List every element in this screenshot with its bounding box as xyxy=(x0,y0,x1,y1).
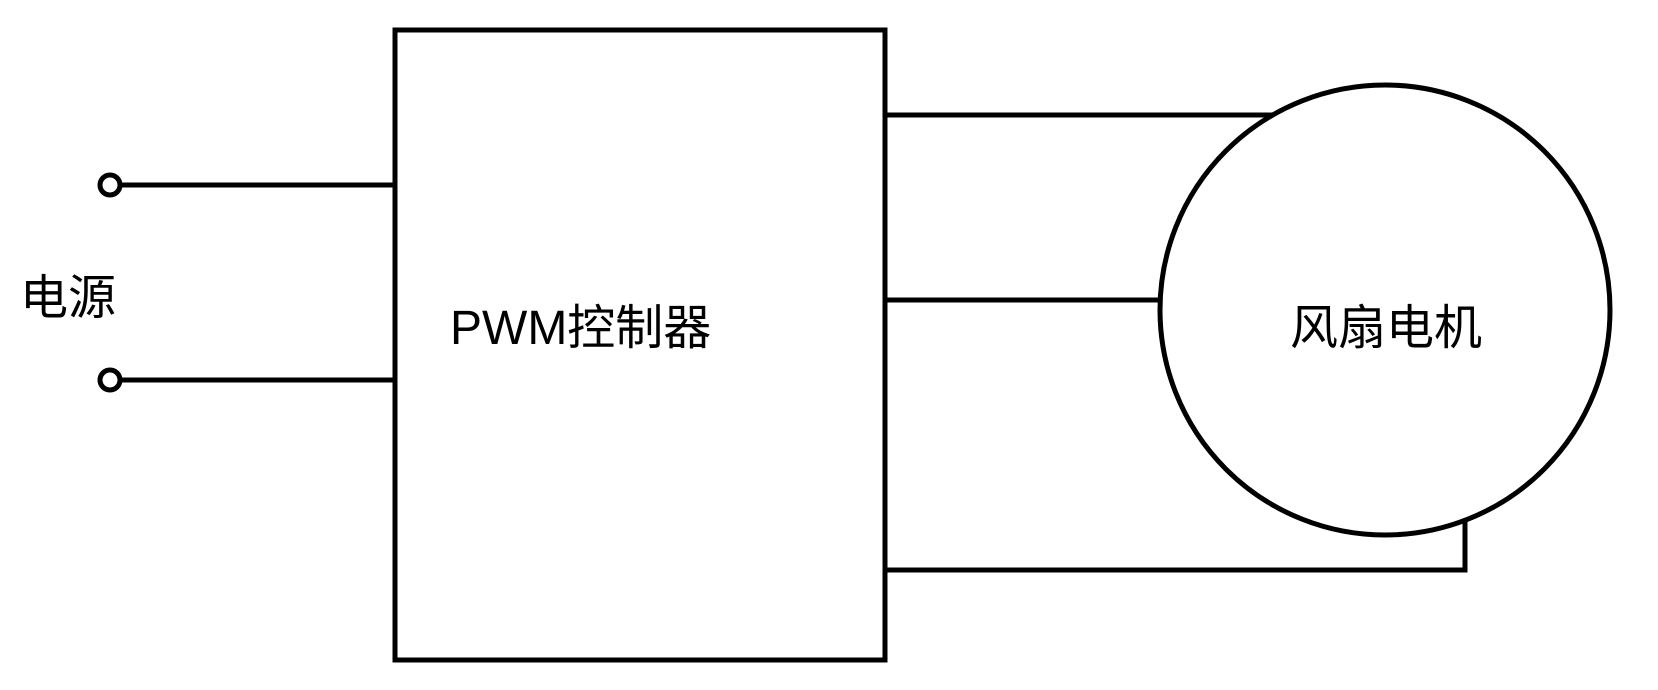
power-terminal-bottom xyxy=(100,370,120,390)
power-label: 电源 xyxy=(20,258,116,328)
block-diagram: 电源 PWM控制器 风扇电机 xyxy=(0,0,1658,690)
pwm-controller-label: PWM控制器 xyxy=(450,288,711,358)
fan-motor-label: 风扇电机 xyxy=(1290,288,1482,358)
power-terminal-top xyxy=(100,175,120,195)
